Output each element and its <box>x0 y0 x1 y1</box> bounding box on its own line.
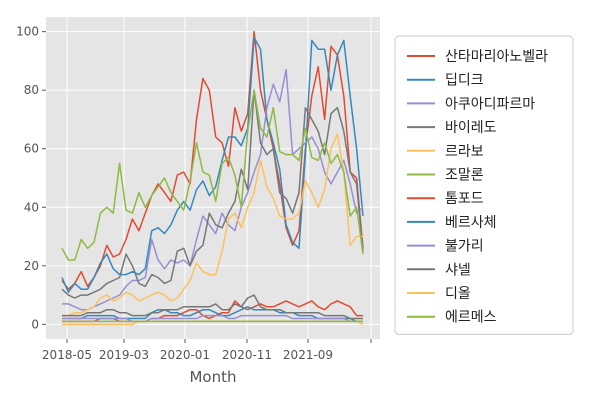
x-tick-label: 2019-03 <box>99 348 149 362</box>
legend-label: 딥디크 <box>445 73 484 89</box>
y-tick-label: 40 <box>24 200 39 214</box>
legend-label: 조말론 <box>445 168 484 184</box>
series-line-2 <box>62 68 364 311</box>
series-line-8 <box>62 314 363 323</box>
legend-label: 불가리 <box>445 239 484 255</box>
series-line-0 <box>61 30 364 290</box>
series-line-4 <box>62 133 363 317</box>
x-tick-label: 2021-09 <box>283 348 333 362</box>
y-tick-label: 0 <box>31 317 39 331</box>
legend-label: 톰포드 <box>445 191 484 207</box>
series-line-7 <box>62 306 363 323</box>
x-tick-label: 2020-01 <box>160 348 210 362</box>
legend-label: 베르사체 <box>445 215 497 231</box>
legend-label: 에르메스 <box>445 310 497 326</box>
x-axis-ticks: 2018-05 2019-03 2020-01 2020-11 2021-09 <box>42 339 372 362</box>
y-tick-label: 100 <box>16 25 39 39</box>
series-line-9 <box>62 294 363 320</box>
plot-background <box>46 17 380 339</box>
x-axis-label: Month <box>189 368 236 386</box>
x-tick-label: 2020-11 <box>222 348 272 362</box>
legend: 산타마리아노벨라딥디크아쿠아디파르마바이레도르라보조말론톰포드베르사체불가리샤넬… <box>394 35 574 335</box>
x-tick-label: 2018-05 <box>42 348 92 362</box>
legend-label: 디올 <box>445 286 471 302</box>
y-tick-label: 20 <box>24 259 39 273</box>
legend-label: 바이레도 <box>445 120 497 136</box>
series-lines <box>61 30 364 326</box>
legend-label: 산타마리아노벨라 <box>445 49 548 65</box>
y-axis-ticks: 0 20 40 60 80 100 <box>16 25 46 331</box>
grid-lines <box>46 17 380 339</box>
y-tick-label: 60 <box>24 142 39 156</box>
y-tick-label: 80 <box>24 83 39 97</box>
series-line-5 <box>61 89 364 261</box>
legend-label: 아쿠아디파르마 <box>445 96 535 112</box>
legend-label: 샤넬 <box>445 262 471 278</box>
legend-label: 르라보 <box>445 144 484 160</box>
series-line-3 <box>61 89 364 299</box>
legend-box <box>394 35 574 335</box>
